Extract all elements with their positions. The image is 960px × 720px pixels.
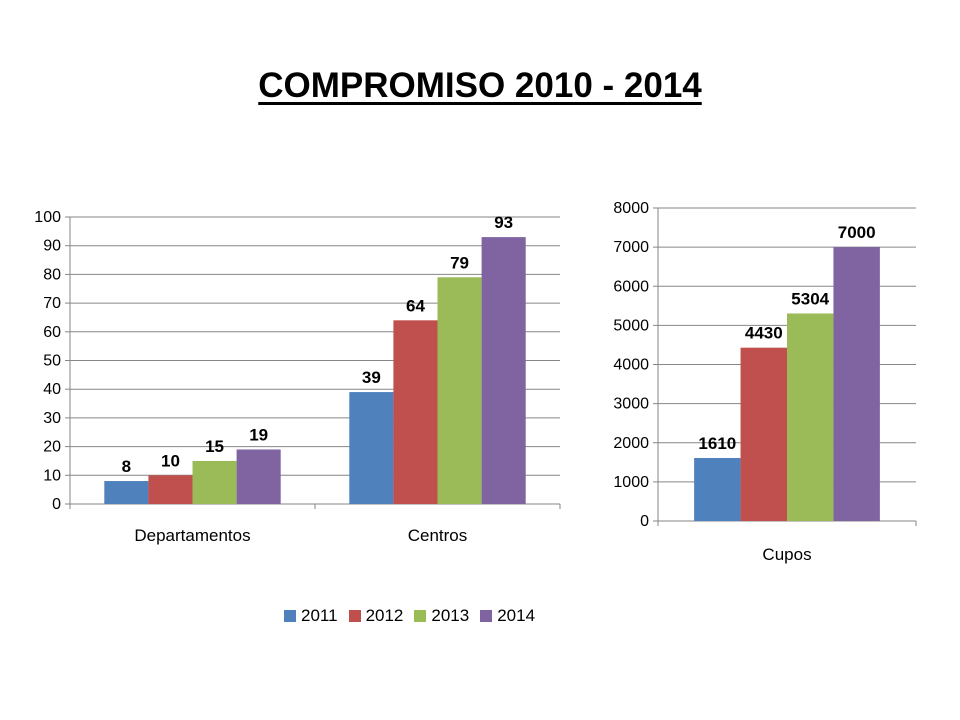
data-label-cupos-2014: 7000 xyxy=(838,223,876,242)
x-category-label-departamentos: Departamentos xyxy=(134,526,250,545)
data-label-departamentos-2014: 19 xyxy=(249,425,268,444)
y-tick-label: 8000 xyxy=(613,200,649,217)
bar-centros-2011 xyxy=(349,392,394,504)
legend-label-2011: 2011 xyxy=(301,606,338,625)
legend-item-2013: 2013 xyxy=(414,606,469,626)
x-category-label-centros: Centros xyxy=(408,526,468,545)
y-tick-label: 2000 xyxy=(613,435,649,452)
legend-item-2011: 2011 xyxy=(284,606,338,626)
data-label-cupos-2013: 5304 xyxy=(791,289,829,308)
bar-centros-2013 xyxy=(437,277,482,504)
y-tick-label: 80 xyxy=(43,266,61,283)
bar-departamentos-2013 xyxy=(192,460,237,504)
data-label-centros-2014: 93 xyxy=(494,213,513,232)
x-category-label-cupos: Cupos xyxy=(762,545,811,564)
legend-label-2014: 2014 xyxy=(497,606,536,625)
bar-departamentos-2014 xyxy=(236,449,281,504)
y-tick-label: 40 xyxy=(43,381,61,398)
data-label-departamentos-2011: 8 xyxy=(122,457,131,476)
y-tick-label: 0 xyxy=(640,513,649,530)
data-label-departamentos-2012: 10 xyxy=(161,451,180,470)
data-label-cupos-2011: 1610 xyxy=(698,434,736,453)
page-title: COMPROMISO 2010 - 2014 xyxy=(258,66,702,105)
legend-swatch-2012 xyxy=(348,610,361,622)
legend-swatch-2011 xyxy=(284,610,296,622)
data-label-centros-2011: 39 xyxy=(362,368,381,387)
y-tick-label: 0 xyxy=(52,496,61,513)
y-tick-label: 50 xyxy=(43,353,61,370)
bar-cupos-2013 xyxy=(787,313,834,521)
bar-centros-2012 xyxy=(393,320,438,504)
bar-departamentos-2012 xyxy=(148,475,193,504)
y-tick-label: 1000 xyxy=(613,474,649,491)
y-tick-label: 90 xyxy=(43,238,61,255)
bar-cupos-2012 xyxy=(740,347,787,521)
chart-legend: 2011 2012 2013 2014 xyxy=(284,604,546,628)
data-label-centros-2012: 64 xyxy=(406,296,425,315)
y-tick-label: 60 xyxy=(43,324,61,341)
legend-item-2014: 2014 xyxy=(480,606,535,626)
bar-centros-2014 xyxy=(481,237,526,504)
legend-item-2012: 2012 xyxy=(348,606,404,626)
bar-cupos-2014 xyxy=(833,247,880,521)
y-tick-label: 30 xyxy=(43,410,61,427)
y-tick-label: 100 xyxy=(34,209,61,226)
legend-label-2013: 2013 xyxy=(431,606,470,625)
y-tick-label: 20 xyxy=(43,439,61,456)
legend-label-2012: 2012 xyxy=(365,606,404,625)
legend-swatch-2013 xyxy=(414,610,427,622)
y-tick-label: 10 xyxy=(43,467,61,484)
y-tick-label: 5000 xyxy=(613,317,649,334)
y-tick-label: 7000 xyxy=(613,239,649,256)
y-tick-label: 70 xyxy=(43,295,61,312)
y-tick-label: 4000 xyxy=(613,357,649,374)
y-tick-label: 6000 xyxy=(613,278,649,295)
data-label-cupos-2012: 4430 xyxy=(745,324,783,343)
bar-departamentos-2011 xyxy=(104,481,149,504)
bar-cupos-2011 xyxy=(694,458,741,521)
data-label-centros-2013: 79 xyxy=(450,253,469,272)
legend-swatch-2014 xyxy=(480,610,493,622)
y-tick-label: 3000 xyxy=(613,396,649,413)
data-label-departamentos-2013: 15 xyxy=(205,437,224,456)
